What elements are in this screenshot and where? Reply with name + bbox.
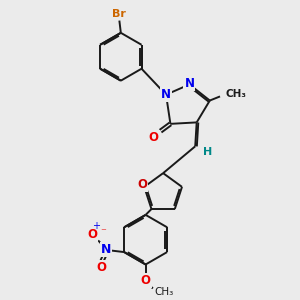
Text: +: + — [92, 221, 100, 231]
Text: ⁻: ⁻ — [100, 227, 106, 238]
Text: O: O — [141, 274, 151, 287]
Text: N: N — [101, 243, 111, 256]
Text: CH₃: CH₃ — [154, 286, 174, 297]
Text: O: O — [97, 261, 107, 274]
Text: O: O — [149, 131, 159, 144]
Text: O: O — [87, 228, 97, 241]
Text: CH₃: CH₃ — [226, 89, 247, 99]
Text: Br: Br — [112, 9, 126, 19]
Text: N: N — [161, 88, 171, 101]
Text: O: O — [137, 178, 147, 191]
Text: H: H — [203, 147, 212, 157]
Text: N: N — [184, 77, 194, 90]
